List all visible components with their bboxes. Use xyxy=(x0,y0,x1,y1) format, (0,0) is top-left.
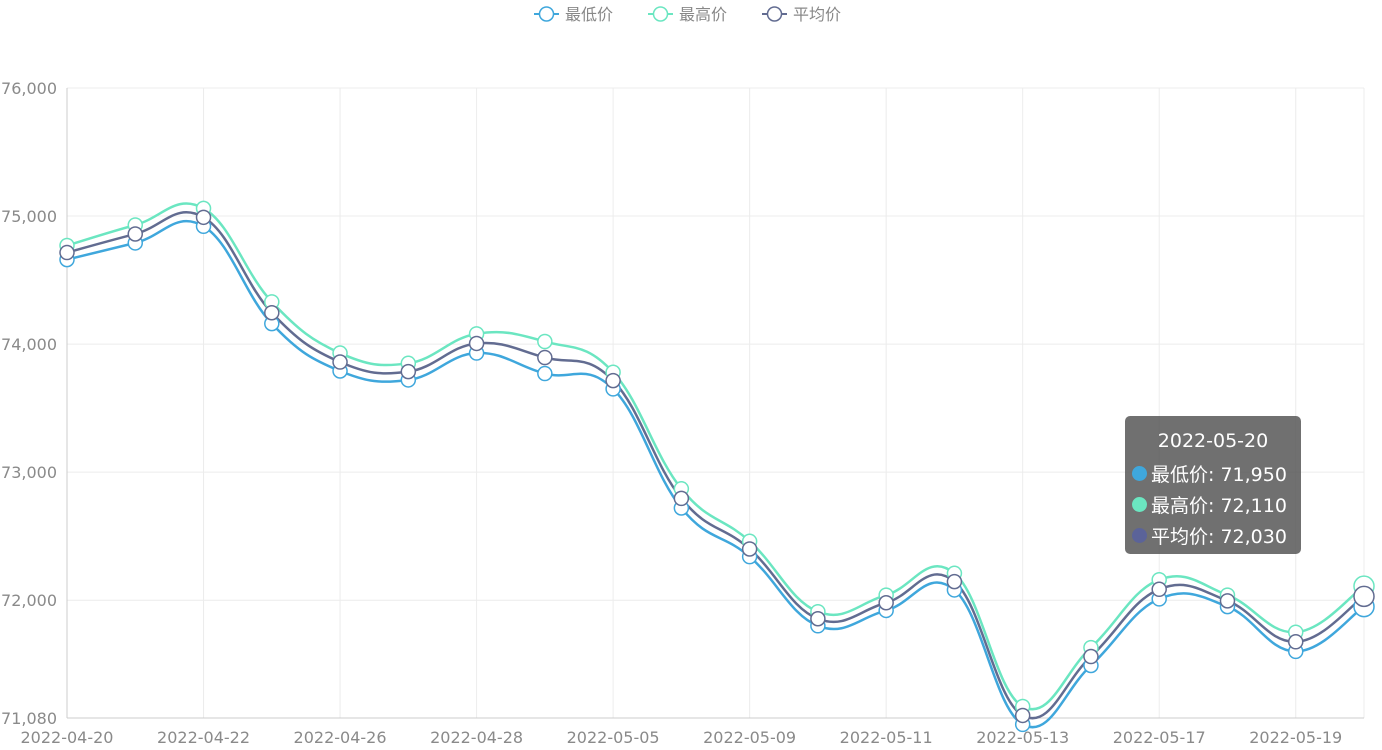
x-tick-label: 2022-05-09 xyxy=(703,728,796,747)
tooltip-label-low: 最低价: 71,950 xyxy=(1151,464,1287,486)
tooltip: 2022-05-20 最低价: 71,950 最高价: 72,110 平均价: … xyxy=(1125,416,1301,554)
data-point xyxy=(1014,707,1031,724)
data-point xyxy=(605,372,621,389)
data-point xyxy=(468,335,485,352)
data-point xyxy=(946,573,963,590)
data-point xyxy=(1219,593,1236,609)
data-point xyxy=(741,541,758,557)
data-point xyxy=(264,304,280,321)
data-point xyxy=(878,595,894,611)
x-tick-label: 2022-05-19 xyxy=(1249,728,1342,747)
data-point xyxy=(332,354,348,370)
x-tick-label: 2022-05-05 xyxy=(567,728,660,747)
x-tick-label: 2022-04-20 xyxy=(21,728,114,747)
tooltip-row-avg: 平均价: 72,030 xyxy=(1125,520,1301,551)
data-point xyxy=(127,226,144,242)
data-point xyxy=(400,363,417,380)
x-tick-label: 2022-05-17 xyxy=(1113,728,1206,747)
tooltip-dot-low xyxy=(1132,466,1147,481)
legend-label: 平均价 xyxy=(793,5,841,24)
x-tick-label: 2022-04-26 xyxy=(294,728,387,747)
data-point xyxy=(673,490,690,507)
series-line xyxy=(66,202,1365,711)
legend-label: 最低价 xyxy=(565,5,613,24)
x-tick-label: 2022-04-22 xyxy=(157,728,250,747)
data-point xyxy=(1151,581,1167,598)
legend-marker xyxy=(652,6,669,22)
y-tick-label: 75,000 xyxy=(1,207,57,226)
data-point xyxy=(537,349,553,366)
tooltip-row-low: 最低价: 71,950 xyxy=(1125,458,1301,489)
y-tick-label: 76,000 xyxy=(1,79,57,98)
tooltip-dot-avg xyxy=(1132,528,1147,543)
series-line xyxy=(66,211,1365,720)
y-tick-label: 72,000 xyxy=(1,591,57,610)
legend-label: 最高价 xyxy=(679,5,727,24)
tooltip-dot-high xyxy=(1132,497,1147,512)
data-point xyxy=(537,365,553,382)
data-point xyxy=(195,209,212,226)
x-tick-label: 2022-05-11 xyxy=(840,728,933,747)
y-tick-label: 74,000 xyxy=(1,335,57,354)
x-tick-label: 2022-04-28 xyxy=(430,728,523,747)
data-point xyxy=(537,333,553,350)
tooltip-title: 2022-05-20 xyxy=(1157,430,1269,452)
data-point xyxy=(810,611,826,627)
data-point xyxy=(1353,585,1375,608)
legend-marker xyxy=(766,6,783,22)
y-tick-label: 71,080 xyxy=(1,709,57,728)
tooltip-label-avg: 平均价: 72,030 xyxy=(1151,526,1287,548)
legend-marker xyxy=(538,6,555,22)
data-point xyxy=(1287,634,1304,650)
data-point xyxy=(59,244,75,261)
tooltip-label-high: 最高价: 72,110 xyxy=(1151,495,1287,517)
y-tick-label: 73,000 xyxy=(1,463,57,482)
tooltip-row-high: 最高价: 72,110 xyxy=(1125,489,1301,520)
x-tick-label: 2022-05-13 xyxy=(976,728,1069,747)
data-point xyxy=(1083,648,1099,665)
